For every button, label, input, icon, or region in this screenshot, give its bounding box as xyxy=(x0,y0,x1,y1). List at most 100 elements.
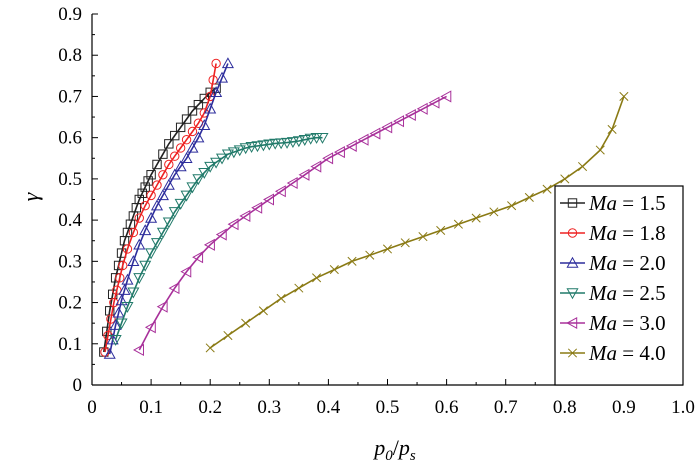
data-point xyxy=(144,321,156,334)
data-point xyxy=(115,273,125,283)
series-line xyxy=(114,136,323,340)
data-point xyxy=(180,152,193,163)
x-tick-label: 0.5 xyxy=(376,397,400,418)
data-point xyxy=(221,57,234,69)
data-point xyxy=(566,256,579,268)
data-point xyxy=(139,260,152,272)
data-point xyxy=(416,102,428,115)
data-point xyxy=(137,188,147,199)
data-point xyxy=(198,168,211,179)
data-point xyxy=(193,99,204,110)
data-point xyxy=(524,192,534,202)
data-point xyxy=(187,126,198,137)
data-point xyxy=(381,121,393,134)
data-point xyxy=(241,318,251,328)
data-point xyxy=(310,132,323,144)
data-point xyxy=(239,209,251,223)
data-point xyxy=(333,146,345,159)
data-point xyxy=(156,189,169,201)
legend-label: Ma = 1.5 xyxy=(588,191,666,215)
y-tick-label: 0 xyxy=(73,375,83,396)
data-point xyxy=(208,75,218,85)
data-point xyxy=(134,194,144,205)
data-point xyxy=(263,139,276,151)
data-point xyxy=(566,316,578,330)
legend-label-var: Ma xyxy=(588,191,617,215)
data-point xyxy=(393,115,405,128)
data-point xyxy=(115,294,128,306)
legend-label-var: Ma xyxy=(588,281,617,305)
data-point xyxy=(134,213,144,223)
data-point xyxy=(164,139,174,149)
y-tick-label: 0.5 xyxy=(58,169,82,190)
data-point xyxy=(150,238,164,250)
legend-box xyxy=(554,185,684,386)
data-point xyxy=(103,347,116,359)
data-point xyxy=(251,141,264,153)
data-point xyxy=(428,96,440,109)
x-tick-label: 0.7 xyxy=(494,397,518,418)
x-axis-label-sub-s: s xyxy=(410,448,416,464)
legend-label-value: = 1.5 xyxy=(617,191,666,215)
x-axis-label-sub-0: 0 xyxy=(385,448,393,464)
data-point xyxy=(150,199,164,211)
x-tick-label: 0.4 xyxy=(317,397,341,418)
legend: Ma = 1.5Ma = 1.8Ma = 2.0Ma = 2.5Ma = 3.0… xyxy=(554,185,684,386)
x-tick-label: 0.6 xyxy=(435,397,459,418)
data-point xyxy=(170,130,180,141)
data-point xyxy=(453,219,463,229)
legend-entry: Ma = 2.5 xyxy=(560,281,666,305)
data-point xyxy=(180,265,192,278)
data-point xyxy=(310,160,322,173)
data-point xyxy=(158,170,168,180)
data-point xyxy=(269,138,282,150)
data-point xyxy=(489,207,499,217)
series-line xyxy=(104,63,217,353)
data-point xyxy=(192,174,205,186)
legend-label-var: Ma xyxy=(588,341,617,365)
data-point xyxy=(440,90,452,103)
data-point xyxy=(145,248,158,260)
data-point xyxy=(567,228,578,238)
y-tick-label: 0.3 xyxy=(58,251,82,272)
data-point xyxy=(233,145,246,157)
legend-label-value: = 3.0 xyxy=(617,311,666,335)
data-point xyxy=(312,273,322,283)
legend-label-var: Ma xyxy=(588,221,617,245)
data-point xyxy=(257,140,270,152)
data-point xyxy=(133,273,146,285)
data-point xyxy=(204,102,217,114)
data-point xyxy=(286,137,299,149)
data-point xyxy=(215,153,229,165)
data-point xyxy=(140,182,150,192)
data-point xyxy=(118,283,131,295)
data-point xyxy=(140,200,150,211)
legend-label-var: Ma xyxy=(588,251,617,275)
series-3 xyxy=(103,57,234,359)
data-point xyxy=(210,86,223,98)
data-point xyxy=(400,238,410,248)
data-point xyxy=(566,288,579,300)
data-point xyxy=(595,145,605,155)
data-point xyxy=(542,184,552,194)
data-point xyxy=(164,159,174,170)
data-point xyxy=(404,108,416,122)
legend-label: Ma = 1.8 xyxy=(588,221,666,245)
data-point xyxy=(174,198,187,210)
data-point xyxy=(192,251,204,264)
data-point xyxy=(275,138,288,150)
data-point xyxy=(181,135,192,145)
data-point xyxy=(121,301,134,313)
data-point xyxy=(146,170,156,180)
data-point xyxy=(280,137,294,149)
data-point xyxy=(215,228,227,241)
data-point xyxy=(186,141,199,153)
data-point xyxy=(156,300,168,313)
data-point xyxy=(162,217,175,229)
legend-label-value: = 1.8 xyxy=(617,221,666,245)
data-point xyxy=(102,326,112,337)
data-point xyxy=(145,211,158,223)
legend-label-value: = 4.0 xyxy=(617,341,666,365)
data-point xyxy=(304,133,317,145)
data-point xyxy=(382,244,393,254)
